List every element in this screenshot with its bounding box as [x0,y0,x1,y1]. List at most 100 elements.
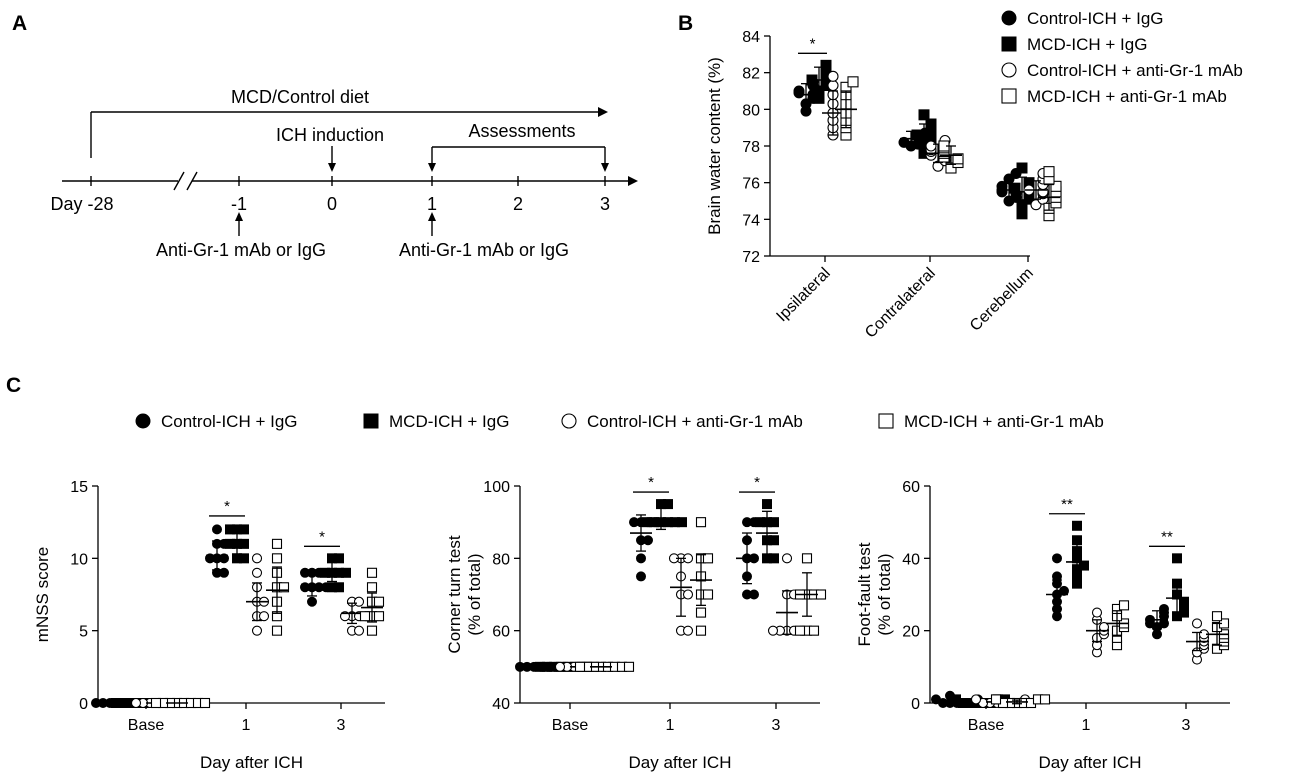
data-point [702,553,714,564]
chart-mnss: 0 5 10 15 Base 1 3 mNSS score Day after ICH * * [33,479,385,772]
data-point [353,596,365,607]
panel-label-c: C [6,374,21,397]
data-point [749,589,759,600]
data-point [769,535,779,546]
anti-left-arrowhead [235,212,243,221]
legend-b: Control-ICH + IgG MCD-ICH + IgG Control-IC… [1001,9,1243,106]
data-point [1072,520,1082,531]
data-point [682,625,694,636]
chart-corner-turn: 40 60 80 100 Base 1 3 Corner turn test (% of tot… [445,474,827,772]
data-point [1098,621,1110,633]
data-point [251,567,263,578]
x-tick-label: 1 [1082,717,1091,734]
anti-right-arrowhead [428,212,436,221]
data-point [251,625,263,636]
timeline-tick-label: 3 [600,194,610,214]
y-tick-label: 78 [742,139,760,156]
data-point [663,499,673,510]
axis-break-1 [173,171,185,191]
data-point [623,661,635,672]
data-point [769,553,779,564]
significance-star: * [224,498,230,515]
data-point [515,661,525,672]
legend-label-mcd_ab: MCD-ICH + anti-Gr-1 mAb [904,412,1104,431]
data-point [1016,162,1028,174]
data-point [643,535,653,546]
x-tick-label: 1 [242,717,251,734]
timeline-tick-label: -1 [231,194,247,214]
legend-marker-ctrl_ab [561,413,577,429]
data-point [952,153,964,165]
data-point [629,517,639,528]
timeline-arrowhead [628,176,638,186]
legend-label-mcd_igg: MCD-ICH + IgG [1027,35,1147,54]
data-point [225,524,235,535]
data-point [271,625,283,636]
data-point [820,59,832,71]
y-tick-label: 84 [742,29,760,46]
data-point [990,694,1002,705]
panel-label-a: A [12,12,27,35]
x-tick-label: 3 [1182,717,1191,734]
legend-marker-mcd_ab [1001,88,1017,104]
data-point [970,694,982,705]
data-point [212,524,222,535]
data-point [271,553,283,564]
x-tick-label: 3 [772,717,781,734]
diet-arrowhead [598,107,608,117]
timeline-tick-label: 0 [327,194,337,214]
data-point [769,517,779,528]
data-point [535,661,545,672]
diet-label: MCD/Control diet [231,87,369,107]
y-axis-title: Foot-fault test [855,542,874,646]
data-point [251,553,263,564]
y-tick-label: 10 [70,551,88,568]
chart-foot-fault: 0 20 40 60 Base 1 3 Foot-fault test (% of total)… [855,479,1230,772]
legend-label-ctrl_igg: Control-ICH + IgG [161,412,298,431]
timeline: MCD/Control diet ICH induction Assessmen… [50,87,638,260]
data-point [373,611,385,622]
data-point [793,85,805,97]
legend-marker-mcd_igg [1001,36,1017,52]
data-point [574,661,586,672]
data-point [827,79,839,92]
legend-marker-ctrl_igg [1001,10,1017,26]
data-point [794,625,806,636]
data-point [695,607,707,618]
y-axis-title-sub: (% of total) [875,553,894,635]
significance-star: * [754,474,760,491]
data-point [130,697,142,709]
data-point [307,596,317,607]
x-tick-label: Base [552,717,589,734]
x-axis-title: Day after ICH [200,753,303,772]
legend-label-ctrl_igg: Control-ICH + IgG [1027,9,1164,28]
data-point [781,553,793,564]
legend-marker-ctrl_igg [135,413,151,429]
data-point [225,538,235,549]
data-point [320,567,330,578]
significance-star: * [648,474,654,491]
data-point [1118,600,1130,611]
data-point [702,589,714,600]
data-point [827,70,839,82]
legend-label-mcd_igg: MCD-ICH + IgG [389,412,509,431]
y-tick-label: 100 [483,479,510,496]
data-point [931,694,941,705]
assess-right-arrowhead [601,163,609,172]
data-point [1079,560,1089,571]
y-tick-label: 60 [492,624,510,641]
data-point [1159,603,1169,614]
legend-marker-mcd_ab [878,413,894,429]
y-tick-label: 80 [492,551,510,568]
y-tick-label: 74 [742,212,760,229]
x-tick-label: Contralateral [862,265,939,342]
y-tick-label: 60 [902,479,920,496]
y-tick-label: 0 [79,696,88,713]
ich-label: ICH induction [276,125,384,145]
data-point [239,553,249,564]
y-tick-label: 40 [902,551,920,568]
day-label: Day -28 [50,194,113,214]
y-tick-label: 15 [70,479,88,496]
data-point [341,567,351,578]
legend-label-ctrl_ab: Control-ICH + anti-Gr-1 mAb [1027,61,1243,80]
